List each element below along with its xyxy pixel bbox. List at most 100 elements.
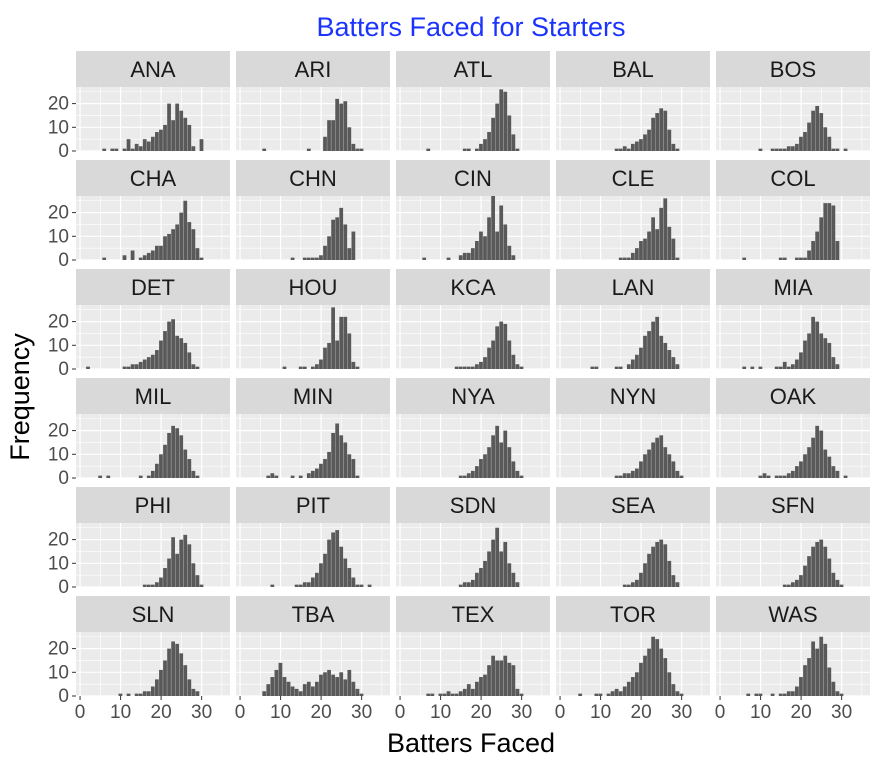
histogram-bar [643, 563, 647, 587]
histogram-bar [195, 248, 200, 260]
histogram-bar [507, 115, 512, 151]
facet-strip-label: WAS [768, 602, 817, 627]
histogram-bar [647, 129, 651, 151]
facet-strip-label: OAK [770, 384, 817, 409]
histogram-bar [475, 148, 479, 151]
histogram-bar [643, 238, 647, 260]
histogram-bar [466, 684, 471, 696]
histogram-bar [626, 148, 631, 151]
histogram-bar [470, 470, 475, 478]
histogram-bar [762, 473, 767, 478]
histogram-bar [167, 103, 171, 151]
facet-strip [716, 378, 870, 414]
histogram-bar [175, 643, 180, 696]
facet-strip-label: PHI [135, 493, 172, 518]
histogram-bar [671, 357, 676, 369]
histogram-bar [462, 252, 467, 260]
histogram-bar [803, 340, 807, 369]
histogram-bar [831, 357, 836, 369]
facet-panel-cle: CLE [556, 160, 710, 261]
histogram-bar [491, 655, 495, 696]
histogram-bar [339, 546, 344, 587]
histogram-bar [659, 108, 664, 151]
panel-background [556, 305, 710, 369]
histogram-bar [663, 342, 668, 369]
histogram-bar [659, 539, 664, 587]
histogram-bar [86, 366, 90, 369]
histogram-bar [671, 461, 676, 478]
histogram-bar [811, 437, 815, 478]
x-tick-label: 0 [395, 702, 406, 723]
facet-panel-bal: BAL [556, 51, 710, 152]
histogram-bar [807, 250, 811, 260]
y-tick-label: 20 [48, 639, 69, 660]
histogram-bar [159, 129, 163, 151]
histogram-bar [462, 366, 467, 369]
histogram-bar [626, 681, 631, 696]
panel-background [236, 196, 390, 260]
facet-panel-sfn: SFN [716, 487, 870, 588]
histogram-bar [266, 475, 271, 478]
histogram-bar [659, 648, 664, 696]
chart-title: Batters Faced for Starters [316, 12, 625, 42]
histogram-bar [630, 143, 635, 151]
y-tick-label: 10 [48, 662, 69, 683]
histogram-bar [458, 584, 463, 587]
histogram-bar [667, 350, 672, 369]
histogram-bar [782, 257, 787, 260]
panel-background [76, 196, 230, 260]
histogram-bar [774, 366, 779, 369]
histogram-bar [335, 530, 340, 587]
histogram-bar [327, 669, 331, 696]
histogram-bar [331, 674, 335, 696]
histogram-bar [323, 347, 327, 369]
histogram-bar [778, 148, 783, 151]
histogram-bar [339, 316, 344, 369]
histogram-bar [831, 572, 836, 587]
histogram-bar [150, 136, 155, 151]
histogram-bar [310, 686, 315, 696]
histogram-bar [618, 691, 623, 696]
histogram-bar [323, 136, 327, 151]
histogram-bar [262, 691, 267, 696]
histogram-bar [651, 636, 655, 696]
histogram-bar [639, 139, 643, 151]
histogram-bar [671, 238, 676, 260]
histogram-bar [150, 250, 155, 260]
histogram-bar [635, 672, 639, 696]
histogram-bar [319, 563, 323, 587]
histogram-bar [187, 544, 192, 587]
histogram-bar [511, 665, 516, 696]
facet-strip [236, 487, 390, 523]
histogram-bar [499, 89, 504, 151]
histogram-bar [331, 532, 335, 587]
histogram-bar [159, 245, 163, 260]
histogram-bar [479, 143, 483, 151]
histogram-bar [298, 366, 303, 369]
histogram-bar [746, 693, 751, 696]
histogram-bar [359, 584, 364, 587]
histogram-bar [274, 475, 279, 478]
histogram-bar [799, 677, 803, 696]
histogram-bar [146, 691, 151, 696]
histogram-bar [327, 451, 331, 478]
histogram-bar [199, 139, 204, 151]
histogram-bar [183, 665, 188, 696]
histogram-bar [278, 662, 283, 696]
histogram-bar [754, 693, 759, 696]
histogram-bar [626, 364, 631, 369]
histogram-bar [815, 231, 820, 260]
histogram-bar [442, 693, 447, 696]
histogram-bar [491, 117, 495, 151]
histogram-bar [298, 584, 303, 587]
histogram-bar [343, 679, 348, 696]
histogram-bar [491, 539, 495, 587]
histogram-bar [323, 245, 327, 260]
histogram-bar [491, 196, 495, 260]
facet-strip-label: CIN [454, 166, 492, 191]
histogram-bar [155, 463, 159, 478]
histogram-bar [266, 684, 271, 696]
histogram-bar [622, 473, 627, 478]
histogram-bar [495, 231, 500, 260]
